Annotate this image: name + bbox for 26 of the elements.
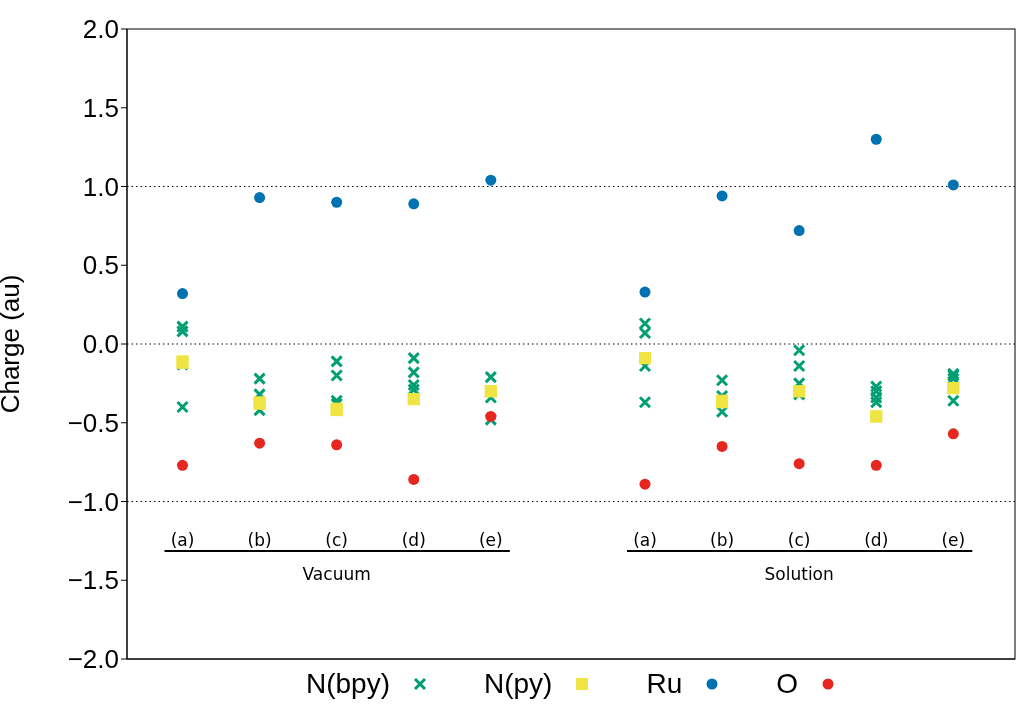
- x-tick-label: (e): [478, 530, 503, 550]
- annotation: Solution: [764, 564, 834, 584]
- legend-label: N(py): [483, 668, 553, 700]
- y-tick-label: 1.5: [82, 92, 119, 123]
- y-axis-title: Charge (au): [0, 274, 26, 414]
- x-tick-label: (c): [325, 530, 348, 550]
- legend-label: Ru: [646, 668, 683, 700]
- legend-label: N(bpy): [305, 668, 390, 700]
- y-tick-label: 0.0: [82, 329, 119, 360]
- y-tick-label: −2.0: [67, 644, 119, 675]
- y-tick-label: −1.5: [67, 565, 119, 596]
- y-tick-label: 2.0: [82, 14, 119, 45]
- x-tick-label: (c): [787, 530, 811, 550]
- x-tick-label: (b): [710, 530, 735, 550]
- y-tick-label: −0.5: [67, 407, 119, 438]
- x-tick-label: (d): [864, 530, 889, 550]
- y-tick-label: −1.0: [67, 486, 119, 517]
- x-tick-label: (a): [633, 530, 657, 550]
- x-tick-label: (a): [170, 530, 195, 550]
- x-tick-label: (d): [401, 530, 426, 550]
- x-tick-label: (b): [247, 530, 272, 550]
- y-tick-label: 1.0: [82, 171, 119, 202]
- annotation: Vacuum: [302, 564, 371, 584]
- y-tick-label: 0.5: [82, 250, 119, 281]
- x-tick-label: (e): [941, 530, 966, 550]
- legend-label: O: [776, 668, 799, 700]
